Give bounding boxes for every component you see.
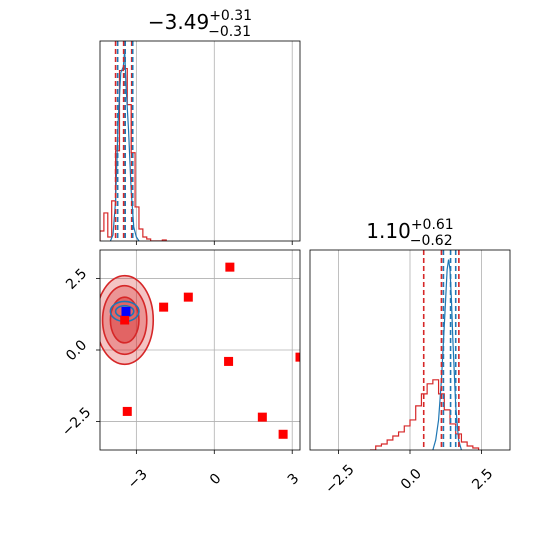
histogram-step-series xyxy=(100,67,167,241)
plot-area xyxy=(338,250,482,450)
true-value-marker xyxy=(121,306,131,316)
sample-marker xyxy=(224,356,234,366)
bottom-left-scatter-panel: −3 0 3 −2.5 0.0 2.5 xyxy=(59,249,303,492)
histogram-step-series xyxy=(370,379,480,450)
y-tick-label: 0.0 xyxy=(63,337,90,364)
title-value: −3.49 xyxy=(148,10,209,34)
panel-title: −3.49+0.31 −0.31 xyxy=(148,8,252,40)
plot-area xyxy=(100,41,293,241)
title-value: 1.10 xyxy=(366,219,411,243)
axes-frame xyxy=(99,40,301,242)
y-tick-label: 2.5 xyxy=(63,266,90,293)
sample-marker xyxy=(159,302,169,312)
plot-area xyxy=(100,250,300,450)
x-tick-label: 0 xyxy=(207,471,225,489)
x-tick-label: −2.5 xyxy=(322,462,357,497)
title-lower-error: −0.62 xyxy=(410,233,453,249)
title-upper-error: +0.31 xyxy=(209,8,252,24)
axes-frame xyxy=(309,249,511,451)
kde-line-series xyxy=(432,259,463,450)
sample-marker xyxy=(278,429,288,439)
x-tick-label: −3 xyxy=(125,466,151,492)
panel-title: 1.10+0.61 −0.62 xyxy=(366,217,453,249)
title-lower-error: −0.31 xyxy=(208,24,251,40)
x-tick-label: 0.0 xyxy=(398,466,425,493)
sample-marker xyxy=(295,352,300,362)
sample-marker xyxy=(122,406,132,416)
bottom-right-histogram-panel: −2.5 0.0 2.5 1.10+0.61 −0.62 xyxy=(309,217,511,497)
sample-marker xyxy=(257,412,267,422)
title-upper-error: +0.61 xyxy=(411,217,454,233)
axes-frame xyxy=(99,249,301,451)
y-tick-label: −2.5 xyxy=(59,404,94,439)
sample-marker xyxy=(183,292,193,302)
x-tick-label: 3 xyxy=(285,471,303,489)
sample-marker xyxy=(120,315,130,325)
top-left-histogram-panel: −3.49+0.31 −0.31 xyxy=(99,8,301,245)
x-tick-label: 2.5 xyxy=(469,466,496,493)
sample-marker xyxy=(225,262,235,272)
